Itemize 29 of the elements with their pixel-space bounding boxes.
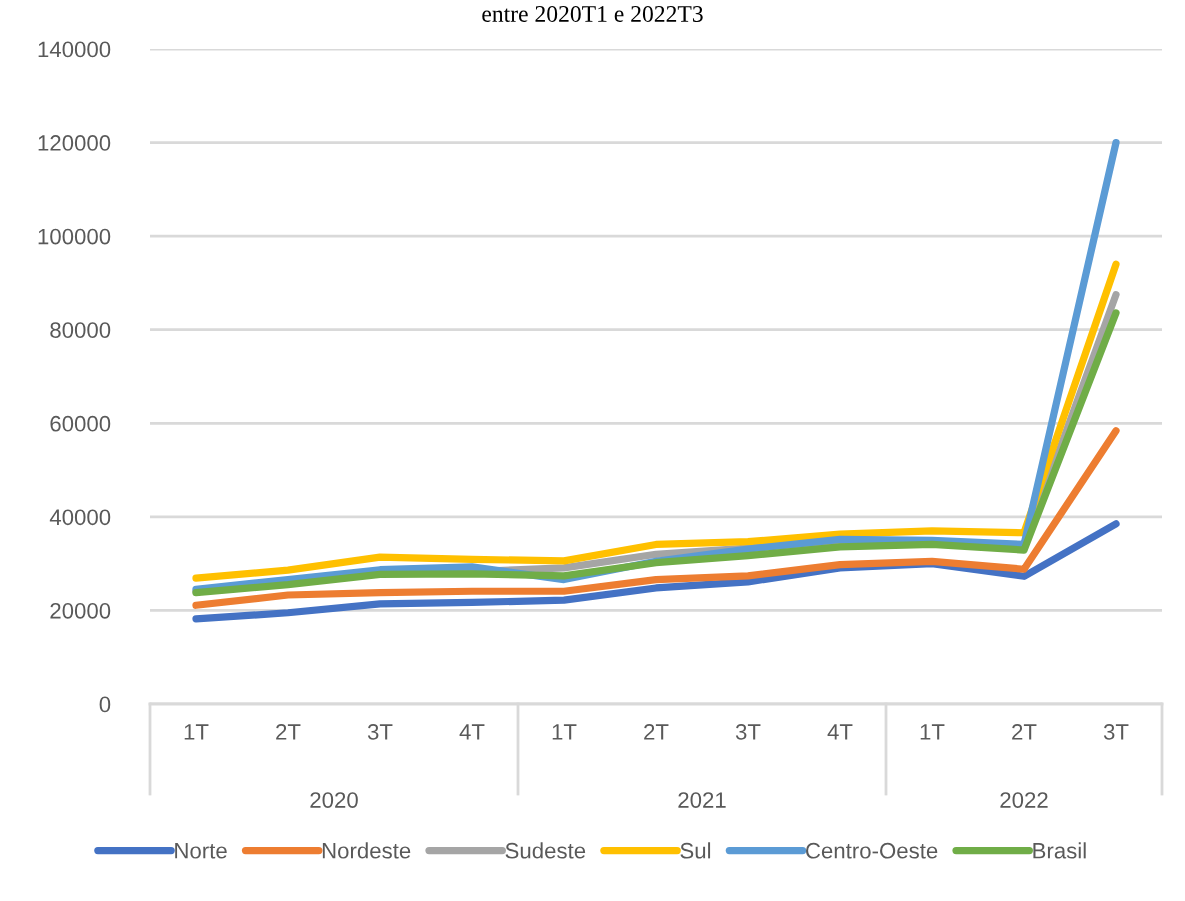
x-tick-label: 1T <box>184 724 209 740</box>
text: 2022 <box>1000 792 1048 808</box>
x-tick-label: 1T <box>920 724 945 740</box>
legend-label: Centro-Oeste <box>806 842 938 859</box>
legend-label: Brasil <box>1033 842 1086 859</box>
y-tick-label: 60000 <box>50 415 111 432</box>
x-tick-label: 3T <box>735 724 761 740</box>
y-tick-label: 140000 <box>38 41 111 58</box>
x-tick-label: 4T <box>459 724 485 740</box>
text: 2020 <box>310 792 358 808</box>
y-tick-label: 40000 <box>49 509 111 526</box>
x-tick-label: 3T <box>1103 724 1129 740</box>
legend-label: Norte <box>175 843 227 859</box>
y-tick-label: 80000 <box>50 322 111 338</box>
x-tick-label: 3T <box>367 724 393 740</box>
y-tick-label: 20000 <box>50 602 111 619</box>
legend-label: Sul <box>680 842 711 859</box>
legend-label: Sudeste <box>505 842 586 859</box>
text: 2021 <box>678 792 726 808</box>
x-tick-label: 4T <box>827 724 853 740</box>
chart-title: entre 2020T1 e 2022T3 <box>482 5 703 22</box>
x-tick-label: 2T <box>276 724 301 740</box>
y-tick-label: 0 <box>99 696 111 713</box>
y-tick-label: 120000 <box>38 135 111 151</box>
y-tick-label: 100000 <box>38 228 111 245</box>
x-tick-label: 2T <box>1012 724 1037 740</box>
x-tick-label: 2T <box>644 724 669 740</box>
x-tick-label: 1T <box>552 724 577 740</box>
legend-label: Nordeste <box>322 842 411 859</box>
